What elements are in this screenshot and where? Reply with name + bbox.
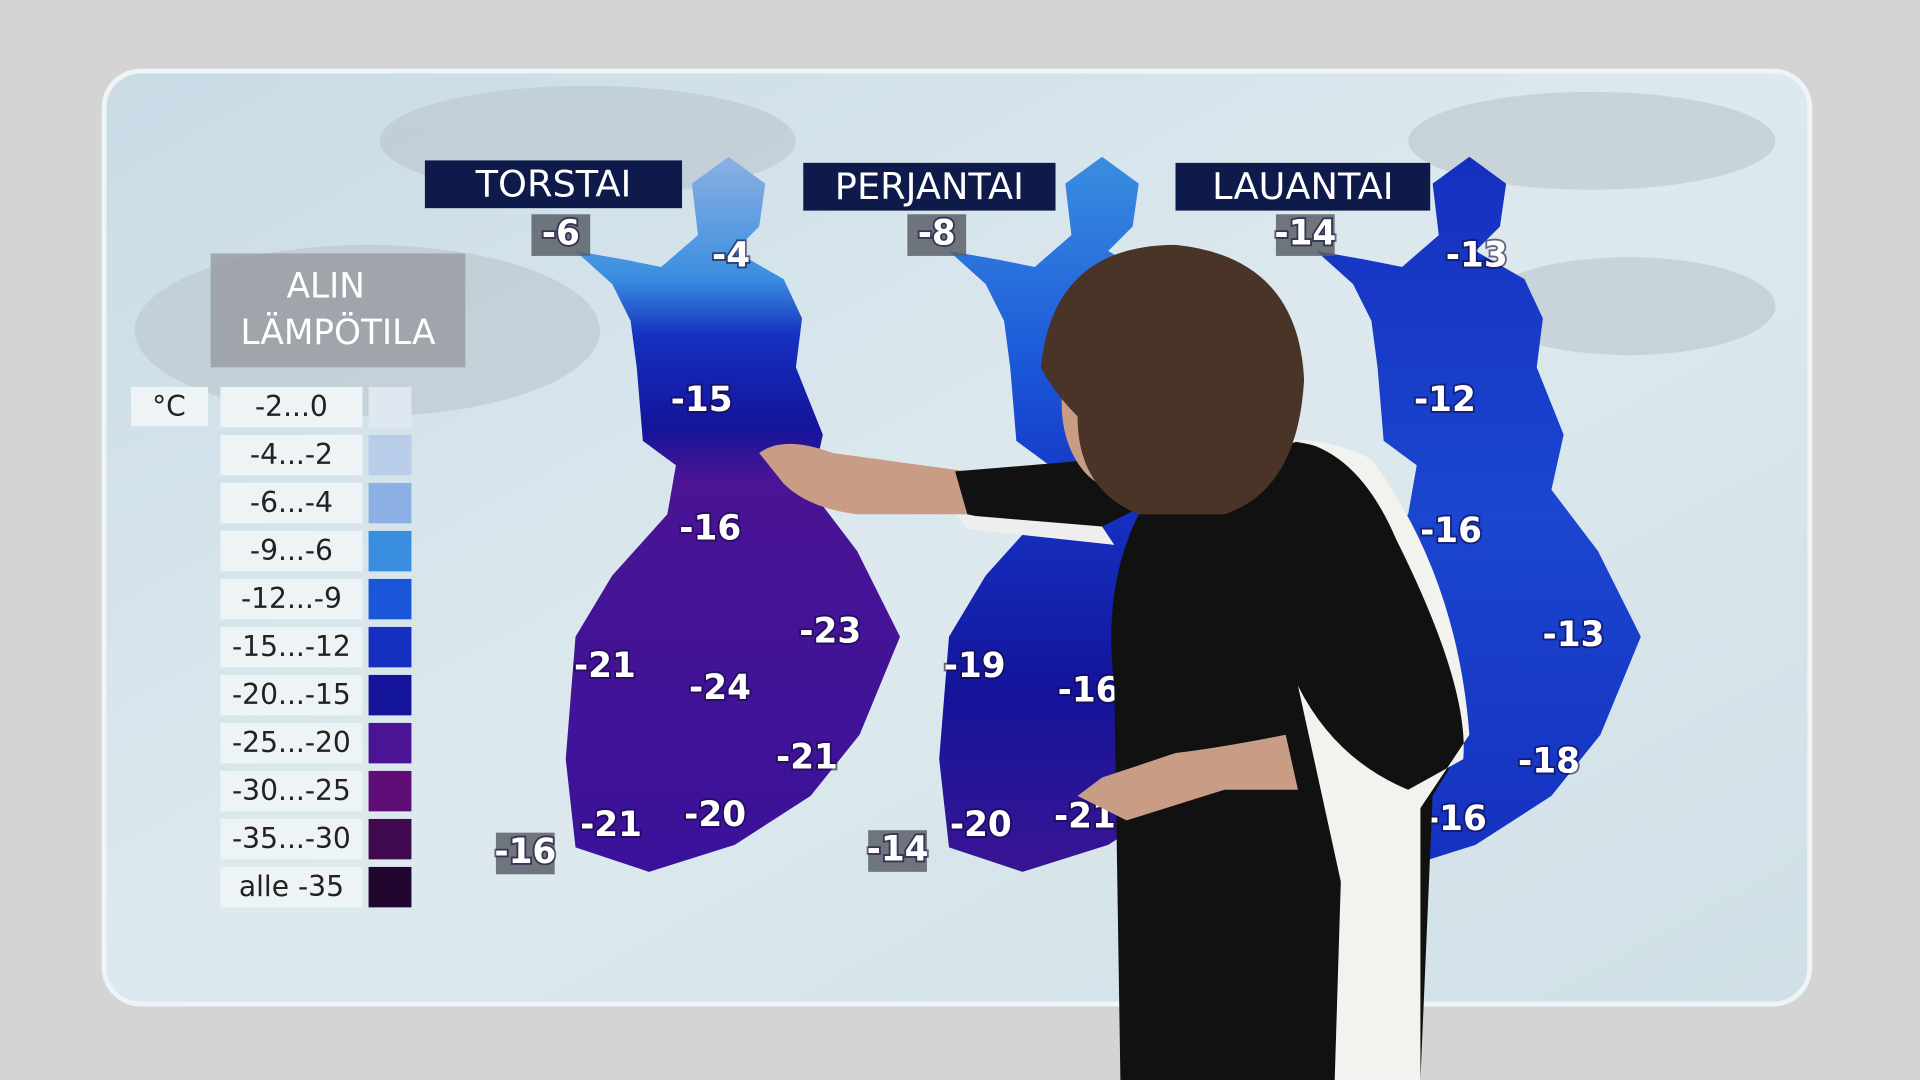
legend-label: -9...-6 [250,534,333,567]
legend-label: -12...-9 [241,582,342,615]
temperature: -16 [1058,670,1120,710]
legend-label-box [220,530,363,572]
legend-label: -25...-20 [232,726,351,759]
legend-label: alle -35 [239,870,344,903]
legend-label-box [220,818,363,860]
legend-label: -15...-12 [232,630,351,663]
temp-box [907,214,967,256]
temperature: -16 [494,832,556,872]
legend-label: -4...-2 [250,438,333,471]
temperature: -24 [689,668,751,708]
temperature: -18 [1518,741,1580,781]
legend-title: ALIN [287,266,365,306]
legend-swatch [368,386,412,428]
legend-label: -20...-15 [232,678,351,711]
legend-label-box [220,578,363,620]
unit: °C [152,390,186,423]
legend-label: -35...-30 [232,822,351,855]
temperature: -16 [1425,799,1487,839]
day-box [1175,162,1431,211]
day-box [803,162,1056,211]
temperature: -13 [1543,615,1605,655]
day-box [424,160,683,209]
presenter [759,244,1470,1080]
legend-swatch [368,578,412,620]
temperature: -13 [1446,236,1508,276]
legend-label-box [220,674,363,716]
temperature: -14 [867,830,929,870]
temperature: -20 [684,795,746,835]
legend-label: -30...-25 [232,774,351,807]
temperature: -14 [1274,214,1336,254]
legend-title-box [210,253,466,368]
temperature: -21 [580,805,642,845]
legend-swatch [368,674,412,716]
temperature: -12 [1414,380,1476,420]
legend-label-box [220,434,363,476]
day-label: TORSTAI [475,163,632,206]
legend-swatch [368,482,412,524]
temp-box [868,830,927,872]
legend-label-box [220,770,363,812]
legend-label-box [220,482,363,524]
temperature: -8 [918,214,956,254]
legend-swatch [368,434,412,476]
day-label: LAUANTAI [1212,165,1393,208]
legend: ALIN LÄMPÖTILA °C -2...0 -4...-2 -6...-4 -9… [131,253,466,908]
day-label: PERJANTAI [835,165,1024,208]
temp-box [1275,214,1335,256]
temperature: -4 [712,236,750,276]
unit-box [131,386,209,427]
temp-box [531,214,591,256]
temperature: -16 [679,509,741,549]
legend-label: -2...0 [255,390,328,423]
legend-title: LÄMPÖTILA [241,312,436,353]
legend-label-box [220,626,363,668]
temperature: -6 [542,214,580,254]
legend-label-box [220,386,363,428]
temperature: -21 [776,738,838,778]
legend-swatch [368,818,412,860]
finland-map [565,156,900,872]
legend-label: -6...-4 [250,486,333,519]
temperature: -23 [799,612,861,652]
legend-label-box [220,866,363,908]
legend-swatch [368,770,412,812]
temperature: -21 [574,646,636,686]
temperature: -16 [1420,511,1482,551]
temperature: -15 [671,380,733,420]
legend-swatch [368,626,412,668]
temperature: -20 [950,805,1012,845]
temp-box [495,832,555,875]
legend-swatch [368,866,412,908]
legend-swatch [368,530,412,572]
temperature: -19 [944,646,1006,686]
legend-label-box [220,722,363,764]
legend-swatch [368,722,412,764]
